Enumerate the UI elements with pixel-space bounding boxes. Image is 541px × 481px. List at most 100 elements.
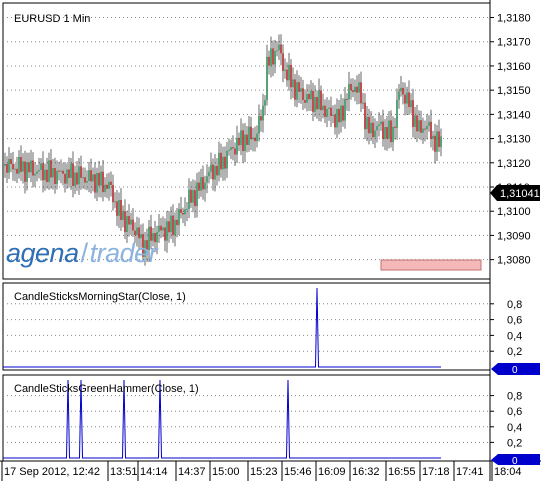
green-hammer-title: CandleSticksGreenHammer(Close, 1) [14, 383, 199, 395]
candle-body [366, 117, 368, 129]
candle-body [158, 226, 160, 232]
candle-body [62, 171, 64, 174]
candle-body [118, 200, 120, 216]
candle-body [196, 183, 198, 207]
candle-body [16, 169, 18, 174]
candle-body [58, 171, 60, 172]
candle-body [124, 211, 126, 232]
candle-body [418, 120, 420, 131]
candle-body [318, 91, 320, 110]
candle-body [260, 116, 262, 120]
candle-body [354, 87, 356, 92]
candle-body [66, 169, 68, 183]
candle-body [84, 177, 86, 182]
candle-body [356, 87, 358, 93]
candle-body [20, 157, 22, 172]
candle-body [78, 166, 80, 184]
logo-separator: / [81, 238, 88, 268]
candle-body [266, 57, 268, 100]
candle-body [208, 172, 210, 177]
candle-body [76, 172, 78, 184]
candle-body [320, 91, 322, 111]
candle-body [312, 91, 314, 112]
alert-box[interactable] [381, 260, 481, 270]
current-price-marker: 1,31041 [490, 185, 540, 201]
candle-body [348, 84, 350, 99]
candle-body [6, 164, 8, 173]
candle-body [424, 129, 426, 130]
candle-body [44, 170, 46, 180]
candle-body [218, 153, 220, 176]
candle-body [322, 106, 324, 111]
candle-body [302, 88, 304, 100]
time-tick-label: 17:41 [456, 466, 484, 478]
candle-body [360, 82, 362, 103]
candle-body [334, 115, 336, 128]
candle-body [222, 157, 224, 170]
candle-body [166, 221, 168, 240]
candle-body [438, 131, 440, 147]
time-tick-label: 15:00 [212, 466, 240, 478]
candle-body [244, 135, 246, 151]
candle-body [288, 65, 290, 80]
agenatrader-logo: agena/trader [6, 238, 157, 269]
candle-body [70, 163, 72, 178]
candle-body [52, 168, 54, 177]
candle-body [192, 190, 194, 203]
candle-body [92, 174, 94, 181]
candle-body [250, 127, 252, 140]
time-tick-label: 14:14 [140, 466, 168, 478]
candle-body [176, 220, 178, 225]
candle-body [90, 170, 92, 181]
candle-body [108, 182, 110, 189]
morning-star-title: CandleSticksMorningStar(Close, 1) [14, 291, 186, 303]
candle-body [362, 103, 364, 104]
candle-body [64, 174, 66, 184]
candle-body [416, 115, 418, 131]
candle-body [346, 99, 348, 100]
candle-body [278, 45, 280, 51]
price-tick-label: 1,3160 [497, 61, 531, 73]
candle-body [162, 227, 164, 230]
candle-body [224, 157, 226, 169]
candle-body [396, 100, 398, 128]
candle-body [324, 106, 326, 117]
price-tick-label: 1,3180 [497, 13, 531, 25]
price-tick-label: 1,3170 [497, 37, 531, 49]
green-hammer-tick-label: 0,2 [507, 437, 522, 449]
candle-body [248, 127, 250, 145]
candle-body [296, 82, 298, 100]
candle-body [300, 88, 302, 91]
candle-body [290, 65, 292, 87]
candle-body [230, 147, 232, 150]
candle-body [306, 94, 308, 103]
candle-body [254, 138, 256, 142]
candle-body [240, 130, 242, 145]
candle-body [26, 162, 28, 182]
candle-body [98, 173, 100, 186]
candle-body [342, 106, 344, 121]
candle-body [122, 211, 124, 220]
candle-body [96, 173, 98, 193]
price-tick-label: 1,3100 [497, 206, 531, 218]
candle-body [368, 117, 370, 133]
candle-body [40, 163, 42, 170]
candle-body [340, 106, 342, 123]
candle-body [386, 127, 388, 139]
candle-body [314, 97, 316, 112]
time-tick-label: 13:51 [110, 466, 138, 478]
candle-body [436, 131, 438, 151]
candle-body [100, 172, 102, 186]
candle-body [180, 209, 182, 213]
candle-body [138, 228, 140, 239]
candle-body [332, 115, 334, 116]
candle-body [404, 95, 406, 104]
candle-body [54, 168, 56, 184]
candle-body [350, 84, 352, 90]
candle-body [294, 79, 296, 99]
price-tick-label: 1,3090 [497, 230, 531, 242]
candle-body [410, 100, 412, 107]
candle-body [238, 138, 240, 145]
candle-body [36, 172, 38, 174]
candle-body [50, 160, 52, 177]
